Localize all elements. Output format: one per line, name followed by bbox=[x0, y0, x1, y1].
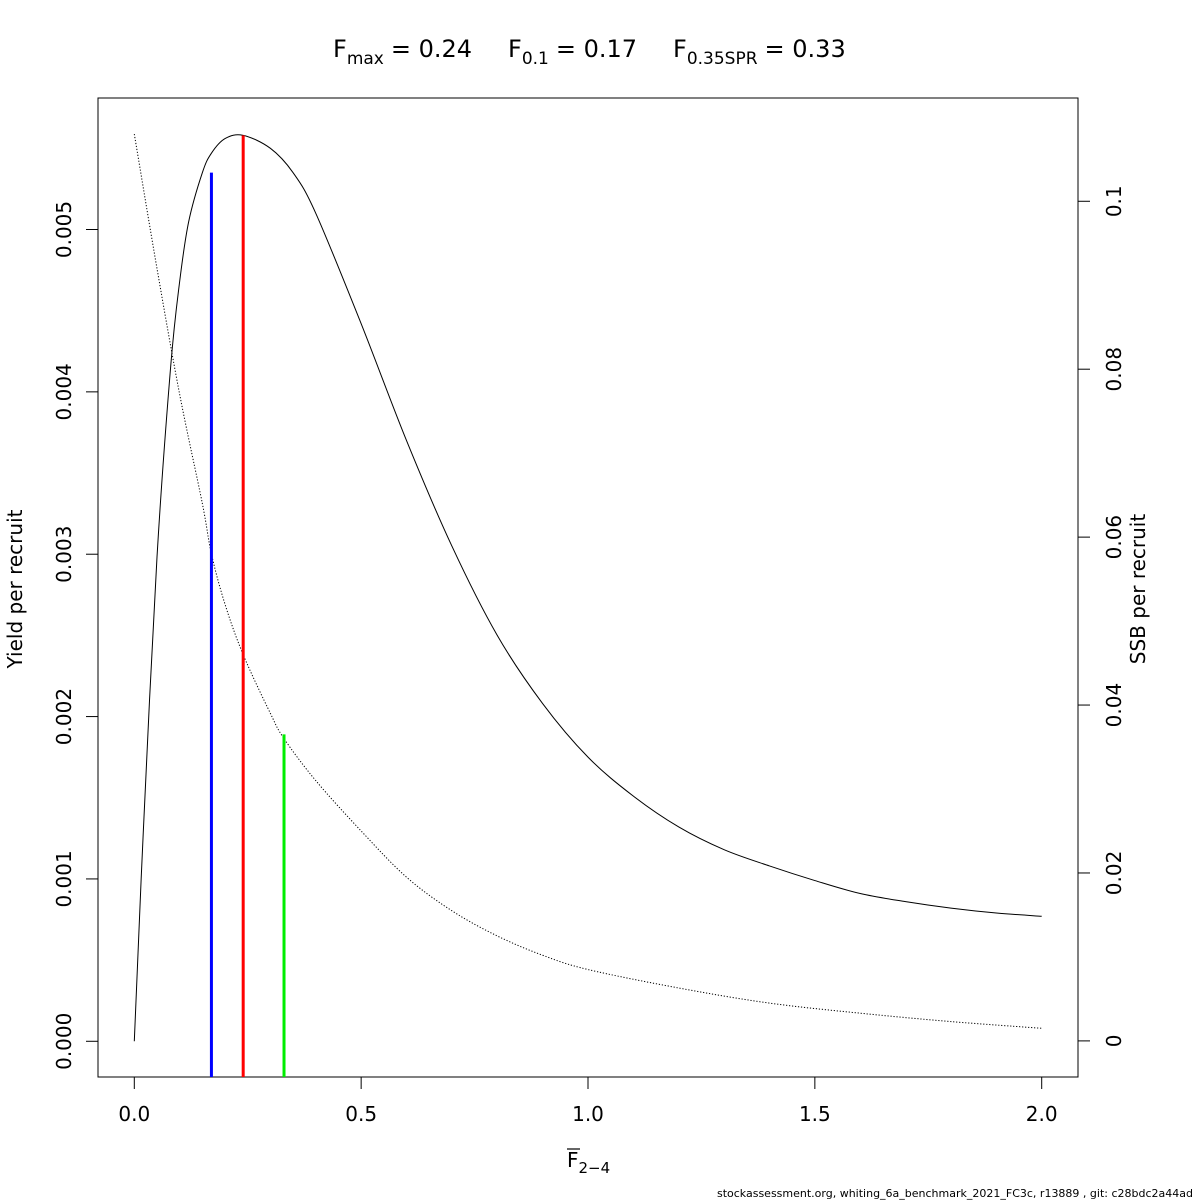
x-axis-label: F2−4 bbox=[567, 1148, 610, 1177]
y-right-tick-label: 0.02 bbox=[1102, 851, 1126, 896]
title-f01-value: = 0.17 bbox=[556, 35, 637, 63]
x-axis-label-sub: 2−4 bbox=[579, 1159, 611, 1177]
x-tick-label: 1.5 bbox=[799, 1102, 831, 1126]
x-tick-label: 1.0 bbox=[572, 1102, 604, 1126]
yield-per-recruit-line bbox=[133, 134, 1042, 1042]
y-left-tick-label: 0.000 bbox=[52, 1013, 76, 1070]
title-f01-sub: 0.1 bbox=[522, 49, 549, 69]
title-fmax-sub: max bbox=[347, 49, 384, 69]
series-layer bbox=[133, 134, 1042, 1042]
x-tick-label: 2.0 bbox=[1026, 1102, 1058, 1126]
y-right-tick-label: 0.06 bbox=[1102, 515, 1126, 560]
y-left-tick-label: 0.001 bbox=[52, 850, 76, 907]
y-axis-left: 0.000 0.001 0.002 0.003 0.004 0.005 bbox=[52, 201, 98, 1070]
y-left-tick-label: 0.004 bbox=[52, 363, 76, 420]
x-axis-label-base: F bbox=[567, 1148, 579, 1172]
x-tick-label: 0.0 bbox=[118, 1102, 150, 1126]
y-left-tick-label: 0.005 bbox=[52, 201, 76, 258]
title-f01-base: F bbox=[508, 35, 522, 63]
y-axis-right-label: SSB per recruit bbox=[1126, 514, 1150, 665]
title-f01: F0.1 = 0.17 bbox=[508, 35, 637, 69]
y-right-tick-label: 0.04 bbox=[1102, 683, 1126, 728]
y-right-tick-label: 0.08 bbox=[1102, 347, 1126, 392]
title-fspr: F0.35SPR = 0.33 bbox=[673, 35, 846, 69]
footer-credit: stockassessment.org, whiting_6a_benchmar… bbox=[717, 1187, 1193, 1200]
y-axis-left-label: Yield per recruit bbox=[3, 509, 27, 669]
y-left-tick-label: 0.002 bbox=[52, 688, 76, 745]
reference-lines bbox=[209, 135, 286, 1077]
x-tick-label: 0.5 bbox=[345, 1102, 377, 1126]
y-left-tick-label: 0.003 bbox=[52, 526, 76, 583]
plot-frame bbox=[97, 97, 1079, 1078]
title-fmax: Fmax = 0.24 bbox=[333, 35, 472, 69]
ssb-per-recruit-line bbox=[133, 134, 1042, 1029]
title-row: Fmax = 0.24 F0.1 = 0.17 F0.35SPR = 0.33 bbox=[333, 35, 846, 69]
title-fmax-value: = 0.24 bbox=[391, 35, 472, 63]
x-axis: 0.0 0.5 1.0 1.5 2.0 bbox=[118, 1077, 1058, 1126]
x-axis-label-text: F2−4 bbox=[567, 1148, 610, 1177]
title-fmax-base: F bbox=[333, 35, 347, 63]
y-axis-right: 0 0.02 0.04 0.06 0.08 0.1 bbox=[1078, 185, 1126, 1047]
title-fspr-sub: 0.35SPR bbox=[687, 49, 758, 69]
title-fspr-value: = 0.33 bbox=[765, 35, 846, 63]
y-right-tick-label: 0 bbox=[1102, 1035, 1126, 1048]
y-right-tick-label: 0.1 bbox=[1102, 185, 1126, 217]
title-fspr-base: F bbox=[673, 35, 687, 63]
